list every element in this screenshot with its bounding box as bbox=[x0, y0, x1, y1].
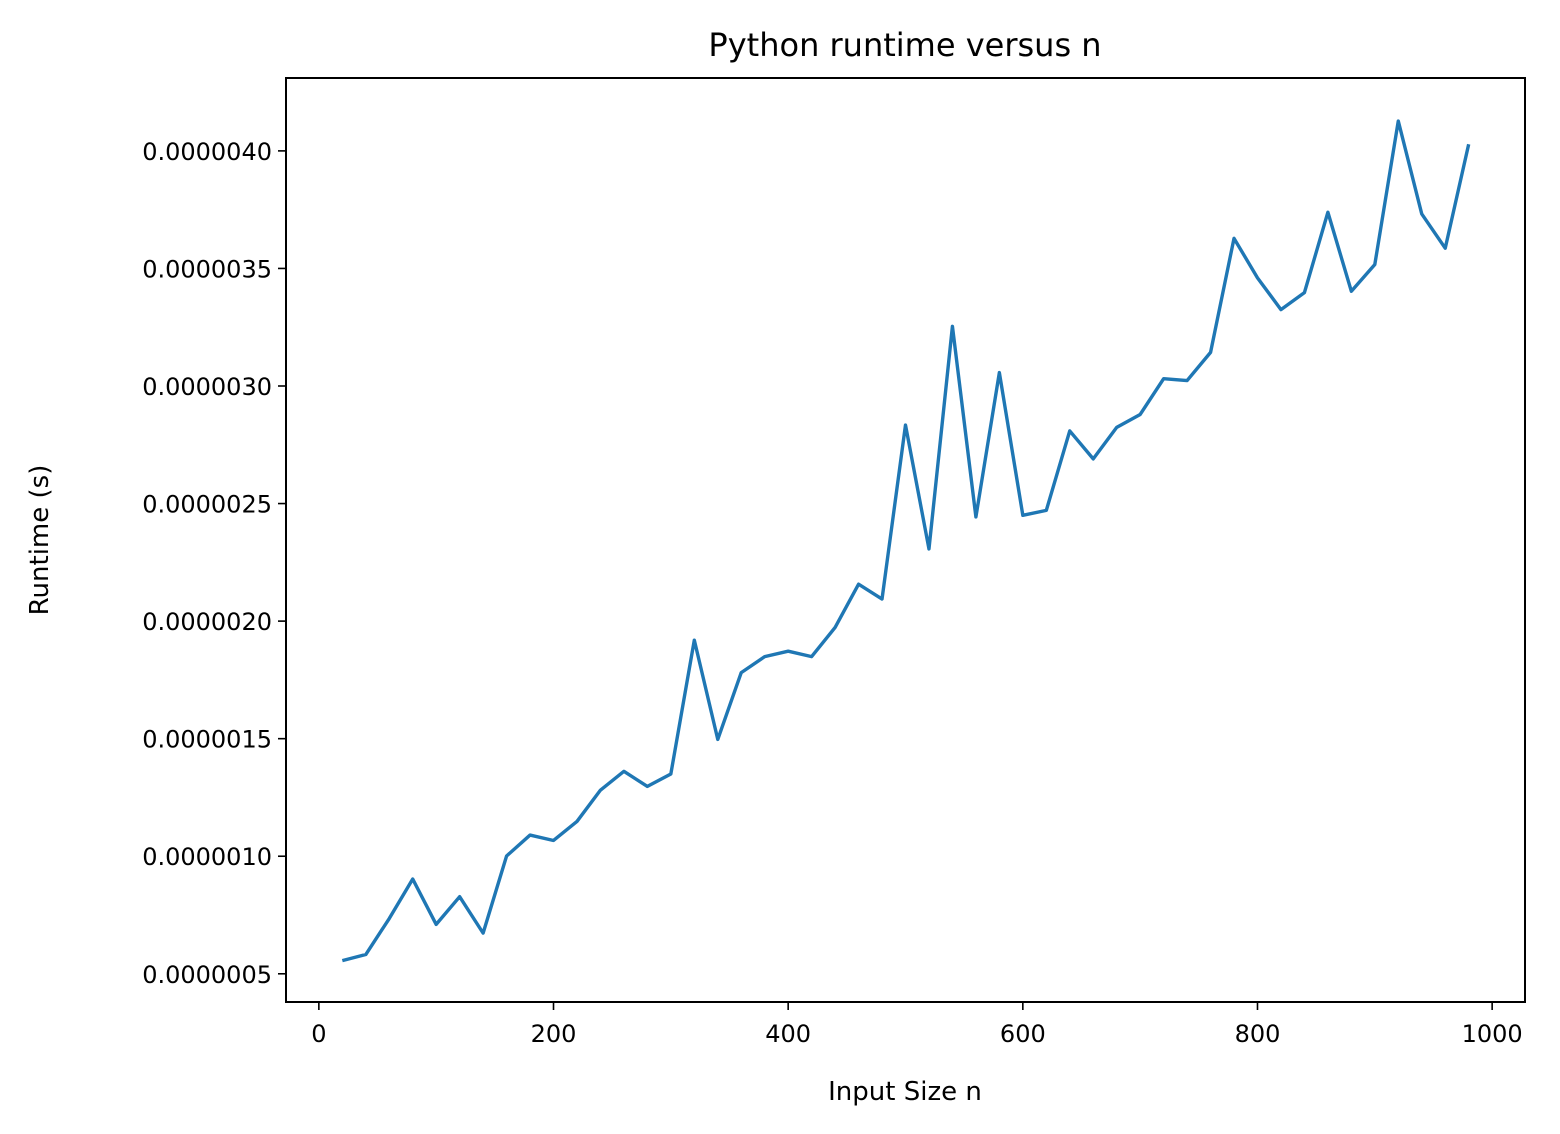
y-tick-label: 0.0000030 bbox=[142, 373, 272, 401]
y-tick-label: 0.0000010 bbox=[142, 843, 272, 871]
y-tick-label: 0.0000015 bbox=[142, 726, 272, 754]
x-tick-label: 400 bbox=[765, 1020, 811, 1048]
plot-frame bbox=[285, 77, 1526, 1003]
y-tick-label: 0.0000020 bbox=[142, 608, 272, 636]
x-axis-label: Input Size n bbox=[828, 1077, 982, 1107]
y-tick-label: 0.0000025 bbox=[142, 491, 272, 519]
y-tick-label: 0.0000005 bbox=[142, 961, 272, 989]
x-tick-label: 800 bbox=[1235, 1020, 1281, 1048]
x-tick-label: 600 bbox=[1000, 1020, 1046, 1048]
x-axis-ticks: 0 200 400 600 800 1000 bbox=[311, 1002, 1523, 1048]
y-axis-label: Runtime (s) bbox=[25, 465, 55, 616]
y-tick-label: 0.0000035 bbox=[142, 255, 272, 283]
series-line bbox=[341, 119, 1471, 963]
x-tick-label: 1000 bbox=[1462, 1020, 1523, 1048]
y-axis-ticks: 0.0000005 0.0000010 0.0000015 0.0000020 0.00… bbox=[142, 138, 286, 989]
y-tick-label: 0.0000040 bbox=[142, 138, 272, 166]
x-tick-label: 0 bbox=[311, 1020, 326, 1048]
x-tick-label: 200 bbox=[531, 1020, 577, 1048]
chart-title: Python runtime versus n bbox=[708, 26, 1101, 64]
